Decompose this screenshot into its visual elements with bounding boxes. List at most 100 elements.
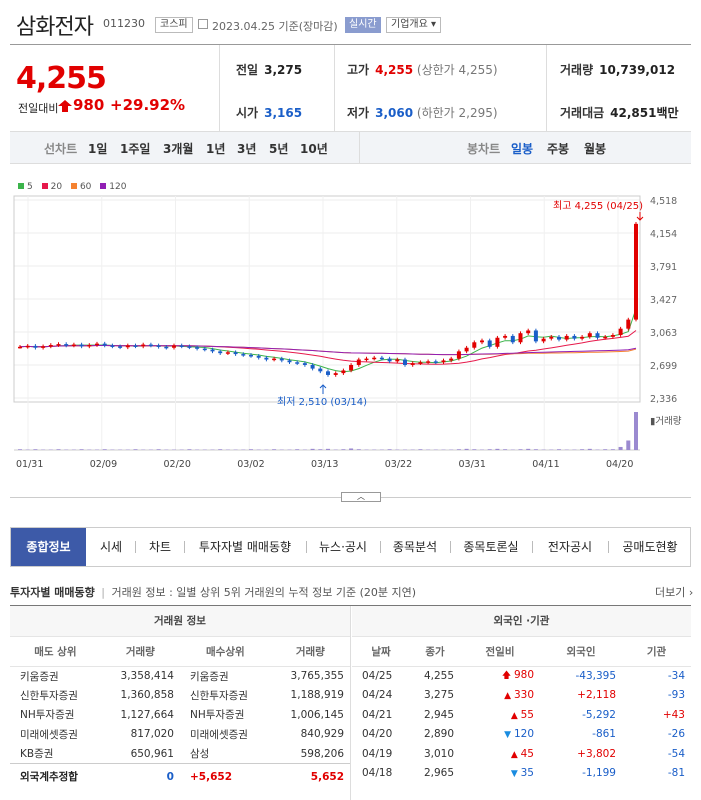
candle-body xyxy=(610,335,615,337)
volume-bar xyxy=(533,449,538,450)
row-close: 4,255 xyxy=(423,670,454,682)
sell-volume: 817,020 xyxy=(130,728,174,741)
y-tick-label: 3,063 xyxy=(650,328,677,339)
period-5y[interactable]: 5년 xyxy=(269,142,289,156)
row-date: 04/25 xyxy=(362,670,393,682)
tab-summary[interactable]: 종합정보 xyxy=(11,528,86,566)
row-date: 04/21 xyxy=(362,708,393,721)
col-sell-top: 매도 상위 xyxy=(10,636,101,667)
chart-period-bar: 선차트 1일 1주일 3개월 1년 3년 5년 10년 봉차트 일봉 주봉 월봉 xyxy=(10,132,691,164)
period-3y[interactable]: 3년 xyxy=(237,142,257,156)
tab-news[interactable]: 뉴스·공시 xyxy=(319,540,367,554)
broker-row: NH투자증권 1,127,664 NH투자증권 1,006,145 xyxy=(10,705,350,725)
chart-svg[interactable]: 4,518 4,154 3,791 3,427 3,063 2,699 2,336 01/31… xyxy=(10,176,691,506)
candle-body xyxy=(510,335,515,343)
tab-investor[interactable]: 투자자별 매매동향 xyxy=(198,540,292,554)
broker-row: 신한투자증권 1,360,858 신한투자증권 1,188,919 xyxy=(10,686,350,706)
volume-bar xyxy=(156,449,161,450)
candle-body xyxy=(233,352,238,355)
row-date: 04/18 xyxy=(362,767,393,780)
period-daily[interactable]: 일봉 xyxy=(511,142,534,156)
row-foreign: -861 xyxy=(592,728,616,741)
candle-body xyxy=(256,355,261,358)
candle-body xyxy=(549,336,554,339)
row-foreign: -43,395 xyxy=(575,670,616,682)
candle-body xyxy=(364,358,369,361)
tab-chart[interactable]: 차트 xyxy=(148,540,172,554)
foreign-net: +5,652 xyxy=(179,763,271,790)
broker-row: 미래에셋증권 817,020 미래에셋증권 840,929 xyxy=(10,725,350,745)
chart-legend: 5 20 60 120 xyxy=(18,182,126,192)
investor-title[interactable]: 투자자별 매매동향 xyxy=(10,586,95,599)
period-10y[interactable]: 10년 xyxy=(300,142,328,156)
divider xyxy=(10,605,691,606)
row-foreign: -1,199 xyxy=(582,767,616,780)
candle-body xyxy=(64,344,69,346)
stock-header: 삼화전자 011230 코스피 2023.04.25 기준(장마감) 실시간 기… xyxy=(0,0,701,44)
candle-body xyxy=(279,358,284,361)
limit-up-icon: 🡅 xyxy=(501,671,514,681)
sell-broker: 키움증권 xyxy=(20,670,59,683)
row-close: 2,965 xyxy=(423,767,454,780)
volume: 거래량 10,739,012 xyxy=(560,61,675,78)
candle-body xyxy=(187,346,192,348)
candle-body xyxy=(487,340,492,347)
col-sell-volume: 거래량 xyxy=(100,636,180,667)
volume-bar xyxy=(133,449,138,450)
broker-table: 거래원 정보 매도 상위 거래량 매수상위 거래량 키움증권 3,358,414 키… xyxy=(10,606,350,790)
chevron-down-icon: ▾ xyxy=(431,19,437,30)
volume-bar xyxy=(349,448,354,450)
tab-disclosure[interactable]: 전자공시 xyxy=(547,540,593,554)
row-change: ▼ 120 xyxy=(460,725,540,745)
foreign-inst-table: 외국인 ·기관 날짜 종가 전일비 외국인 기관 04/25 4,255 🡅 980… xyxy=(352,606,691,783)
volume-bar xyxy=(318,449,323,450)
tab-analysis[interactable]: 종목분석 xyxy=(392,540,438,554)
company-overview-dropdown[interactable]: 기업개요 ▾ xyxy=(386,17,442,33)
tab-quotes[interactable]: 시세 xyxy=(99,540,123,554)
investor-desc: 거래원 정보 : 일별 상위 5위 거래원의 누적 정보 기준 (20분 지연) xyxy=(111,586,417,599)
volume-bar xyxy=(603,449,608,450)
buy-volume: 1,006,145 xyxy=(290,708,344,721)
period-1d[interactable]: 1일 xyxy=(88,142,108,156)
volume-bar xyxy=(79,449,84,450)
stock-code: 011230 xyxy=(103,17,145,30)
change-amount: 45 xyxy=(520,747,534,760)
main-tabs: 종합정보 시세 차트 투자자별 매매동향 뉴스·공시 종목분석 종목토론실 전자… xyxy=(10,527,691,567)
more-link[interactable]: 더보기 › xyxy=(655,584,693,600)
candle-body xyxy=(164,346,169,349)
volume-bar xyxy=(249,449,253,450)
row-institution: -34 xyxy=(667,670,685,682)
x-tick-label: 04/20 xyxy=(606,459,633,470)
buy-broker: NH투자증권 xyxy=(189,709,245,722)
tab-discussion[interactable]: 종목토론실 xyxy=(463,540,519,554)
row-institution: -54 xyxy=(667,747,685,760)
candle-body xyxy=(333,373,338,375)
candle-body xyxy=(418,362,423,364)
change-amount: 120 xyxy=(513,728,534,741)
col-date: 날짜 xyxy=(352,636,410,667)
divider xyxy=(334,45,335,131)
x-tick-label: 03/31 xyxy=(459,459,486,470)
tab-short-selling[interactable]: 공매도현황 xyxy=(622,540,678,554)
company-overview-label: 기업개요 xyxy=(391,19,428,30)
period-3m[interactable]: 3개월 xyxy=(163,142,194,156)
foreign-total-label: 외국계추정합 xyxy=(10,763,101,790)
broker-group-header: 거래원 정보 xyxy=(10,606,350,637)
volume-bar xyxy=(472,449,477,450)
period-weekly[interactable]: 주봉 xyxy=(547,142,570,156)
divider xyxy=(135,541,136,553)
period-1w[interactable]: 1주일 xyxy=(120,142,151,156)
realtime-button[interactable]: 실시간 xyxy=(345,17,381,33)
candle-body xyxy=(310,364,315,369)
collapse-chart-button[interactable]: ︿ xyxy=(341,492,381,502)
row-institution: -26 xyxy=(667,728,685,741)
period-monthly[interactable]: 월봉 xyxy=(584,142,607,156)
candle-body xyxy=(341,370,346,374)
prev-close-label: 전일 xyxy=(236,63,259,77)
more-label: 더보기 xyxy=(655,586,686,599)
period-1y[interactable]: 1년 xyxy=(206,142,226,156)
divider xyxy=(380,541,381,553)
candle-body xyxy=(218,351,223,354)
open-value: 3,165 xyxy=(264,106,303,120)
candle-body xyxy=(533,330,538,342)
